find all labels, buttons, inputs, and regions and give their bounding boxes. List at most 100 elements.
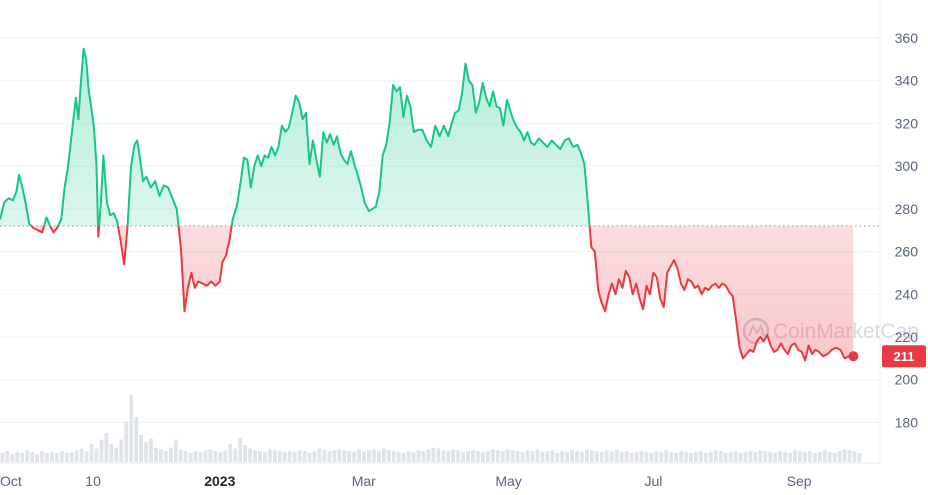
- volume-bar: [535, 449, 540, 462]
- volume-bar: [243, 444, 248, 462]
- volume-bar: [689, 453, 693, 462]
- volume-bar: [456, 450, 461, 462]
- volume-bar: [490, 449, 495, 462]
- volume-bar: [753, 452, 758, 462]
- x-tick-label: Oct: [0, 473, 22, 489]
- volume-bar: [367, 450, 371, 462]
- volume-bar: [788, 453, 792, 462]
- volume-bar: [733, 451, 738, 462]
- current-price-label: 211: [882, 345, 926, 368]
- x-tick-label: Sep: [787, 473, 812, 489]
- current-price-label-box: [882, 345, 926, 368]
- series-line-below-baseline: [30, 225, 854, 362]
- volume-bar: [317, 448, 322, 462]
- volume-bar: [436, 448, 441, 462]
- volume-bar: [629, 453, 634, 462]
- volume-bar: [302, 451, 307, 462]
- volume-bar: [684, 452, 688, 462]
- volume-bar: [659, 452, 664, 462]
- volume-bar: [337, 449, 342, 462]
- volume-bar: [723, 453, 728, 462]
- volume-bar: [500, 451, 505, 462]
- volume-bar: [743, 452, 748, 462]
- volume-bar: [10, 453, 15, 462]
- volume-bar: [808, 451, 812, 462]
- volume-bar: [817, 452, 822, 462]
- volume-bar: [54, 453, 59, 462]
- volume-bar: [654, 451, 659, 462]
- volume-bar: [406, 451, 411, 462]
- volume-bar: [104, 433, 109, 462]
- y-tick-label: 180: [895, 414, 919, 430]
- volume-bar: [228, 444, 233, 462]
- volume-bar: [570, 450, 574, 462]
- volume-bar: [421, 451, 426, 462]
- volume-bar: [842, 449, 847, 462]
- volume-bar: [74, 450, 79, 462]
- volume-bar: [644, 452, 649, 462]
- volume-bar: [580, 452, 584, 462]
- volume-bar: [282, 452, 287, 462]
- volume-bar: [575, 451, 579, 462]
- volume-bar: [322, 449, 327, 462]
- volume-bar: [347, 451, 352, 462]
- volume-bar: [852, 451, 857, 462]
- volume-bar: [694, 452, 698, 462]
- volume-bar: [803, 452, 807, 462]
- volume-bar: [144, 442, 148, 462]
- volume-bar: [223, 450, 228, 462]
- volume-bar: [154, 447, 158, 462]
- volume-bar: [109, 444, 114, 462]
- volume-bar: [119, 439, 124, 462]
- volume-bar: [446, 451, 451, 462]
- volume-bar: [585, 449, 589, 462]
- volume-bar: [342, 450, 347, 462]
- volume-bar: [783, 452, 787, 462]
- y-tick-label: 220: [895, 329, 919, 345]
- volume-bar: [614, 449, 619, 462]
- volume-bar: [218, 452, 223, 462]
- volume-bar: [768, 452, 773, 462]
- volume-bar: [327, 451, 332, 462]
- volume-bar: [520, 452, 525, 462]
- volume-bar: [238, 437, 243, 462]
- x-tick-label: 2023: [204, 473, 235, 489]
- volume-bar: [233, 448, 238, 462]
- volume-bar: [25, 450, 30, 462]
- volume-bar: [798, 451, 802, 462]
- volume-bar: [441, 450, 446, 462]
- volume-bar: [604, 450, 609, 462]
- volume-bar: [599, 452, 604, 462]
- y-tick-label: 200: [895, 372, 919, 388]
- volume-bar: [258, 451, 262, 462]
- volume-bar: [431, 447, 436, 462]
- volume-bar: [713, 450, 718, 462]
- volume-bar: [426, 449, 431, 462]
- volume-bar: [178, 449, 183, 462]
- volume-bar: [312, 451, 317, 462]
- volume-bar: [515, 451, 520, 462]
- volume-bar: [639, 451, 644, 462]
- volume-bar: [173, 439, 178, 462]
- x-tick-label: Mar: [352, 473, 376, 489]
- current-price-label-text: 211: [894, 349, 915, 364]
- volume-bar: [64, 453, 69, 462]
- volume-bar: [391, 451, 396, 462]
- area-fill-above-baseline: [0, 48, 854, 226]
- volume-bar: [149, 438, 153, 462]
- volume-bar: [208, 449, 213, 462]
- volume-bar: [812, 453, 817, 462]
- volume-bar: [525, 450, 530, 462]
- volume-bar: [649, 453, 654, 462]
- current-price-dot[interactable]: [848, 351, 859, 362]
- volume-bar: [287, 451, 292, 462]
- volume-bar: [827, 452, 832, 462]
- y-axis: 180 200 220 240 260 280 300 320 340 360: [895, 30, 919, 430]
- volume-bar: [594, 451, 599, 462]
- volume-bar: [550, 450, 555, 462]
- volume-bar: [139, 435, 143, 462]
- volume-bar: [555, 453, 560, 462]
- volume-bar: [268, 449, 272, 462]
- volume-bars: [0, 394, 862, 462]
